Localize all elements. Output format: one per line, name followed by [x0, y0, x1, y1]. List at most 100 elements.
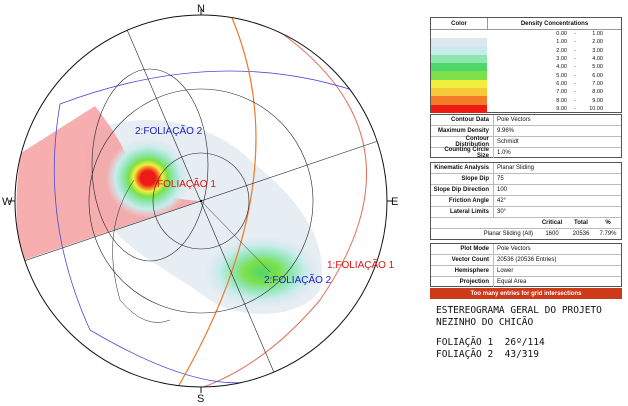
contour-info-table: Contour Data Pole Vectors Maximum Density 9…	[430, 114, 622, 159]
kinematic-row: Kinematic Analysis Planar Sliding	[431, 163, 621, 173]
notes-line-4: FOLIAÇÃO 2 43/319	[436, 349, 539, 360]
range-to: 5.00	[592, 64, 603, 71]
legend-color-swatch	[431, 88, 487, 97]
contour-value: Pole Vectors	[493, 115, 621, 125]
notes-line-3: FOLIAÇÃO 1 26º/114	[436, 337, 545, 348]
range-to: 7.00	[592, 80, 603, 87]
density-cluster-1	[106, 138, 190, 218]
kinematic-label: Slope Dip Direction	[433, 187, 489, 193]
plot-label: Plot Mode	[460, 246, 489, 252]
legend-range-row: 7.00- 8.00	[431, 88, 621, 97]
percent-header: %	[605, 220, 611, 226]
kinematic-row: Slope Dip Direction 100	[431, 184, 621, 195]
plot-value: Equal Area	[493, 277, 621, 287]
legend-range-row: 3.00- 4.00	[431, 54, 621, 64]
secondary-circle	[91, 68, 209, 262]
range-from: 7.00	[556, 89, 567, 96]
range-from: 3.00	[556, 56, 567, 63]
range-dash: -	[574, 39, 576, 46]
critical-header-row: Critical Total %	[431, 217, 621, 228]
kinematic-value: Planar Sliding	[493, 163, 621, 173]
set-1-label: FOLIAÇÃO 1	[157, 177, 216, 190]
range-to: 10.00	[589, 105, 603, 112]
kinematic-row: Lateral Limits 30°	[431, 206, 621, 217]
total-header: Total	[574, 220, 588, 226]
contour-label: Contour Data	[451, 117, 489, 123]
critical-row-label: Planar Sliding (All)	[483, 231, 533, 237]
legend-color-swatch	[431, 104, 487, 113]
legend-color-swatch	[431, 96, 487, 105]
lateral-limit-circle	[152, 152, 250, 250]
range-dash: -	[574, 31, 576, 38]
legend-color-swatch	[431, 30, 487, 39]
legend-rows: 0.00-1.00 1.00-2.00 2.00-3.00 3.00-4.00 4.00…	[431, 30, 621, 113]
legend-color-header: Color	[451, 20, 467, 27]
critical-row: Planar Sliding (All) 1600 20536 7.79%	[431, 228, 621, 239]
plot-label: Projection	[459, 279, 489, 285]
contour-value: Schmidt	[493, 137, 621, 147]
legend-range-row: 6.00- 7.00	[431, 79, 621, 89]
legend-range: 5.00- 6.00	[487, 73, 621, 79]
legend-header: Color Density Concentrations	[431, 18, 621, 30]
notes-line-1: ESTEREOGRAMA GERAL DO PROJETO	[436, 305, 602, 316]
legend-color-swatch	[431, 46, 487, 55]
range-from: 9.00	[556, 105, 567, 112]
legend-density-header: Density Concentrations	[487, 18, 621, 29]
contour-row: Contour Distribution Schmidt	[431, 136, 621, 148]
legend-color-swatch	[431, 79, 487, 89]
range-dash: -	[574, 89, 576, 96]
plot-row: Hemisphere Lower	[431, 265, 621, 276]
legend-range: 0.00- 1.00	[487, 31, 621, 37]
project-notes: ESTEREOGRAMA GERAL DO PROJETO NEZINHO DO…	[436, 305, 602, 361]
set-2-label: 2:FOLIAÇÃO 2	[135, 124, 203, 137]
kinematic-label: Friction Angle	[448, 198, 489, 204]
contour-value: 1.0%	[493, 148, 621, 158]
plot-row: Projection Equal Area	[431, 276, 621, 287]
range-from: 1.00	[556, 39, 567, 46]
contour-label: Contour Distribution	[455, 136, 489, 148]
legend-range-row: 1.00- 2.00	[431, 38, 621, 47]
range-dash: -	[574, 72, 576, 79]
kinematic-row: Slope Dip 75	[431, 173, 621, 184]
legend-range-row: 8.00- 9.00	[431, 96, 621, 105]
kinematic-value: 30°	[493, 207, 621, 217]
stereonet-plot: N S W E FOLIAÇÃO 1 2:FOLIAÇÃO 2 2:FOLIAÇ…	[2, 3, 398, 405]
legend-range: 2.00- 3.00	[487, 48, 621, 54]
range-from: 4.00	[556, 64, 567, 71]
legend-range: 3.00- 4.00	[487, 56, 621, 62]
contour-row: Counting Circle Size 1.0%	[431, 147, 621, 159]
range-to: 2.00	[592, 39, 603, 46]
plot-label: Vector Count	[451, 257, 489, 263]
label-north: N	[197, 3, 205, 15]
critical-value: 1600	[545, 231, 559, 237]
diameter-line-3	[200, 200, 271, 273]
range-dash: -	[574, 97, 576, 104]
plot-value: 20536 (20536 Entries)	[493, 255, 621, 265]
lateral-limit-arc	[112, 179, 171, 323]
legend-color-swatch	[431, 38, 487, 47]
legend-range-row: 9.00- 10.00	[431, 104, 621, 113]
plot-row: Plot Mode Pole Vectors	[431, 244, 621, 254]
kinematic-value: 100	[493, 185, 621, 195]
legend-color-swatch	[431, 63, 487, 72]
plane-1-great-circle	[139, 31, 368, 387]
plot-value: Lower	[493, 266, 621, 276]
critical-header: Critical	[541, 220, 563, 226]
legend-color-swatch	[431, 54, 487, 64]
legend-range-row: 0.00- 1.00	[431, 30, 621, 39]
range-to: 3.00	[592, 47, 603, 54]
center-point	[199, 199, 203, 203]
range-from: 5.00	[556, 72, 567, 79]
legend-range-row: 2.00- 3.00	[431, 46, 621, 55]
legend-range: 4.00- 5.00	[487, 64, 621, 70]
range-to: 1.00	[592, 31, 603, 38]
notes-line-2: NEZINHO DO CHICÃO	[436, 317, 534, 328]
friction-circle	[88, 88, 314, 314]
kinematic-table: Kinematic Analysis Planar Sliding Slope Di…	[430, 162, 622, 240]
contour-row: Maximum Density 9.96%	[431, 125, 621, 136]
range-to: 6.00	[592, 72, 603, 79]
set-2-pole-label: 2:FOLIAÇÃO 2	[264, 273, 332, 286]
plane-2-great-circle	[53, 70, 381, 384]
legend-range: 6.00- 7.00	[487, 81, 621, 87]
kinematic-value: 42°	[493, 196, 621, 206]
